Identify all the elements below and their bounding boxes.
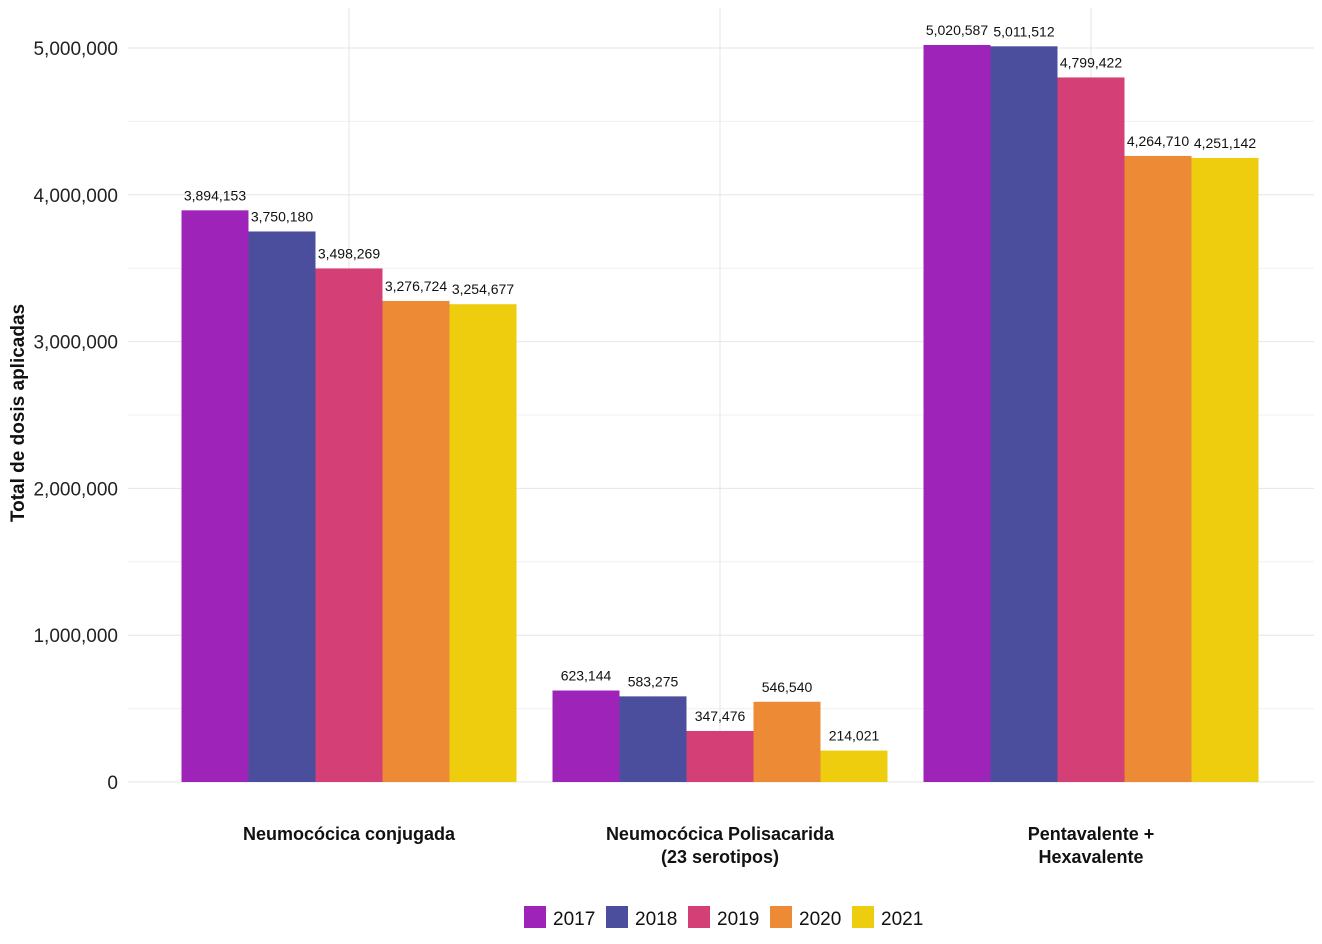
legend-swatch-2018 [606,906,628,928]
legend-swatch-2020 [770,906,792,928]
x-category-label: Hexavalente [1038,847,1143,867]
bar-2018 [990,46,1058,782]
bars [181,44,1259,783]
x-category-label: Pentavalente + [1028,824,1155,844]
bar-2017 [181,210,249,783]
data-label: 4,799,422 [1060,54,1122,70]
bar-2017 [923,44,991,782]
legend-label-2021: 2021 [881,909,923,930]
x-axis: Neumocócica conjugada Neumocócica Polisac… [243,824,1154,867]
legend-swatch-2019 [688,906,710,928]
legend-swatch-2021 [852,906,874,928]
y-tick-label: 0 [107,773,118,794]
bar-2021 [1191,157,1259,782]
y-tick-label: 3,000,000 [33,333,118,354]
legend-label-2017: 2017 [553,909,595,930]
x-category-label: (23 serotipos) [661,847,779,867]
bar-2020 [1124,155,1192,783]
legend-label-2018: 2018 [635,909,677,930]
legend-label-2020: 2020 [799,909,841,930]
legend-label-2019: 2019 [717,909,759,930]
y-tick-label: 5,000,000 [33,39,118,60]
data-label: 583,275 [628,673,679,689]
data-label: 5,011,512 [993,23,1054,39]
legend-swatch-2017 [524,906,546,928]
data-label: 3,894,153 [184,187,246,203]
data-label: 3,498,269 [318,245,380,261]
y-tick-label: 2,000,000 [33,479,118,500]
data-label: 3,276,724 [385,278,447,294]
data-label: 546,540 [762,679,813,695]
x-category-label: Neumocócica Polisacarida [606,824,835,844]
data-label: 3,750,180 [251,208,313,224]
data-label: 347,476 [695,708,746,724]
y-tick-label: 1,000,000 [33,626,118,647]
bar-2020 [382,300,450,782]
data-label: 5,020,587 [926,22,988,38]
y-axis-label: Total de dosis aplicadas [8,304,29,522]
data-label: 623,144 [561,668,612,684]
bar-2019 [1057,77,1125,783]
data-label: 4,264,710 [1127,133,1189,149]
bar-2019 [315,268,383,782]
bar-2018 [248,231,316,782]
y-tick-label: 4,000,000 [33,186,118,207]
bar-2021 [449,304,517,782]
data-label: 4,251,142 [1194,135,1256,151]
data-label: 214,021 [829,728,880,744]
y-axis: 0 1,000,000 2,000,000 3,000,000 4,000,000 5,0… [33,39,118,794]
bar-2017 [552,690,620,782]
data-label: 3,254,677 [452,281,514,297]
bar-2020 [753,701,821,782]
legend: 2017 2018 2019 2020 2021 [524,906,923,930]
bar-2018 [619,696,687,782]
data-labels: 3,894,153 3,750,180 3,498,269 3,276,724 3,25… [184,22,1256,744]
x-category-label: Neumocócica conjugada [243,824,456,844]
bar-2019 [686,730,754,782]
bar-2021 [820,750,888,782]
